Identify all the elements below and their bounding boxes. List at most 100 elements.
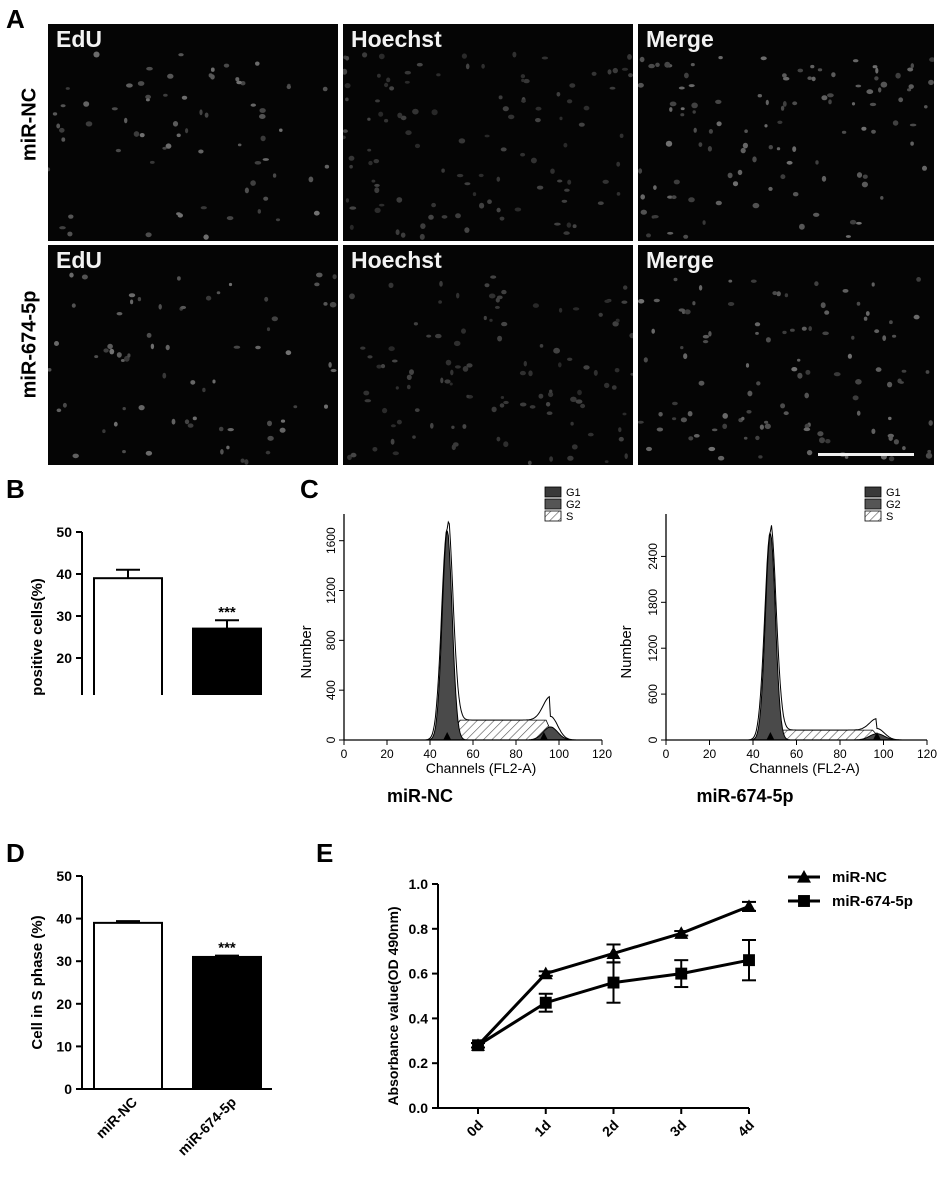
x-tick-label: 4d [734, 1117, 757, 1140]
cell-dot [138, 297, 141, 301]
cell-dot [116, 149, 121, 152]
cell-dot [804, 428, 811, 432]
cell-dot [616, 319, 620, 323]
cell-dot [162, 147, 166, 150]
cell-dot [497, 437, 501, 442]
cell-dot [258, 209, 261, 214]
cell-dot [671, 195, 676, 199]
cell-dot [431, 203, 436, 207]
cell-dot [453, 442, 459, 447]
cell-dot [485, 135, 490, 138]
cell-dot [126, 83, 133, 87]
cell-dot [604, 383, 609, 388]
cell-dot [808, 326, 812, 331]
cell-dot [173, 121, 178, 127]
cell-dot [760, 425, 764, 430]
cell-dot [861, 127, 866, 131]
cells [48, 52, 329, 240]
cell-dot [177, 134, 181, 138]
cell-dot [772, 291, 777, 295]
cell-dot [495, 306, 500, 309]
cell-dot [898, 97, 903, 102]
y-axis-label: Absorbance value(OD 490nm) [385, 906, 401, 1105]
cell-dot [198, 150, 203, 154]
cell-dot [799, 224, 805, 230]
cell-dot [821, 302, 826, 308]
cell-dot [251, 104, 256, 107]
cell-dot [227, 216, 234, 220]
cell-dot [150, 161, 155, 164]
cell-dot [689, 84, 695, 87]
legend-label: S [886, 511, 893, 523]
cell-dot [691, 63, 695, 66]
cell-dot [681, 417, 687, 422]
cell-dot [874, 76, 878, 80]
cell-dot [670, 102, 677, 107]
cell-dot [114, 422, 118, 427]
y-tick-label: 0.4 [409, 1010, 429, 1026]
legend-label: G2 [886, 499, 901, 511]
cell-dot [862, 182, 868, 188]
cell-dot [644, 357, 648, 362]
cell-dot [848, 354, 852, 359]
cell-dot [124, 118, 127, 124]
panel-label-a: A [6, 4, 25, 35]
cell-dot [882, 335, 886, 341]
cell-dot [630, 373, 633, 376]
cell-dot [228, 428, 234, 431]
chart-subtitle: miR-NC [387, 786, 453, 806]
cell-dot [703, 340, 708, 343]
cell-dot [521, 99, 526, 102]
cell-dot [345, 83, 351, 88]
cell-dot [401, 233, 406, 238]
cell-dot [503, 441, 508, 447]
x-tick-label: 2d [599, 1117, 622, 1140]
cell-dot [107, 344, 113, 349]
cell-dot [914, 315, 920, 320]
cell-dot [63, 403, 67, 408]
cell-dot [741, 417, 744, 421]
cell-dot [853, 59, 859, 62]
cell-dot [438, 300, 442, 304]
cell-dot [446, 360, 452, 366]
cell-dot [415, 144, 420, 148]
cell-dot [674, 180, 680, 185]
cell-dot [86, 121, 93, 126]
cell-dot [83, 101, 89, 107]
x-tick-label: 3d [667, 1117, 690, 1140]
cell-dot [503, 401, 509, 404]
legend-label: S [566, 511, 573, 523]
cell-dot [162, 373, 166, 379]
cell-dot [728, 280, 732, 283]
cell-dot [559, 308, 562, 313]
cell-dot [902, 370, 907, 373]
cell-dot [708, 447, 715, 451]
cell-dot [790, 329, 795, 332]
cell-dot [622, 68, 628, 71]
cell-dot [573, 224, 577, 228]
cells [638, 277, 933, 461]
cell-dot [683, 353, 687, 359]
cell-dot [103, 348, 108, 352]
y-tick-label: 0.0 [409, 1100, 429, 1116]
cell-dot [481, 64, 485, 69]
cell-dot [396, 386, 399, 389]
y-tick-label: 0 [646, 736, 660, 743]
cell-dot [911, 63, 914, 68]
cell-dot [325, 165, 329, 169]
cell-dot [610, 87, 616, 90]
y-axis-label: positive cells(%) [29, 578, 46, 695]
cell-dot [761, 56, 767, 60]
cell-dot [180, 306, 186, 309]
cell-dot [664, 62, 670, 68]
cell-dot [683, 235, 688, 239]
cell-dot [412, 109, 419, 115]
cell-dot [146, 98, 150, 101]
cell-dot [688, 197, 695, 202]
cell-dot [864, 317, 868, 321]
cell-dot [764, 421, 768, 424]
image-mir-674-5p-merge: Merge [638, 245, 934, 465]
cell-dot [349, 206, 356, 209]
cell-dot [523, 79, 529, 83]
cell-dot [855, 85, 861, 88]
